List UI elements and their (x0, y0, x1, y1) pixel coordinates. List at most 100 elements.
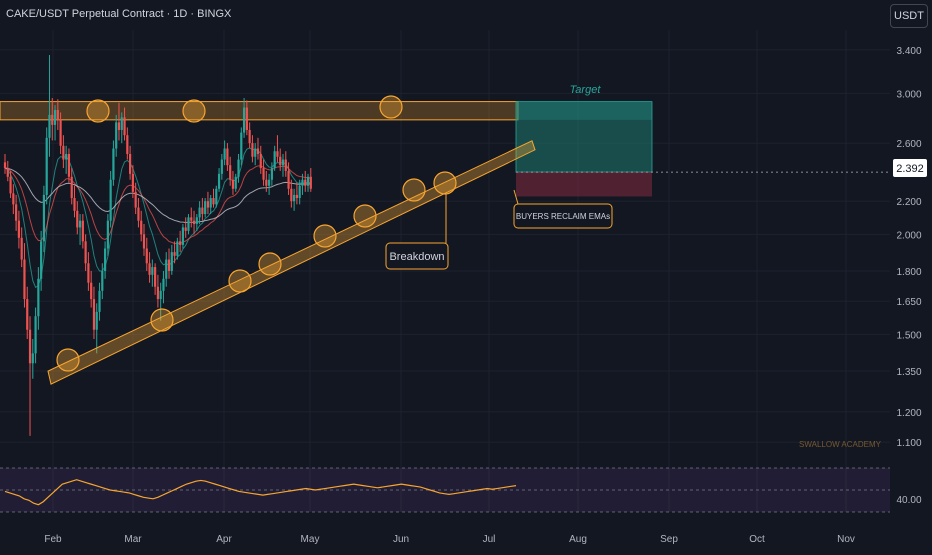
candle-body (56, 109, 59, 120)
touch-marker (433, 171, 457, 195)
time-tick-label: Mar (124, 534, 142, 545)
price-tick-label: 3.400 (896, 46, 921, 57)
candle-body (137, 207, 140, 221)
candle-body (98, 290, 101, 312)
candle-body (298, 185, 301, 199)
touch-marker (353, 204, 377, 228)
candle-body (59, 119, 62, 146)
candle-body (103, 248, 107, 271)
candle-body (229, 165, 232, 180)
price-tick-label: 1.100 (896, 438, 921, 449)
candle-body (123, 117, 126, 136)
candle-body (84, 241, 87, 264)
candle-body (212, 198, 215, 205)
candle-body (37, 278, 40, 317)
candle-body (131, 173, 134, 192)
candle-body (306, 176, 310, 186)
annotations: Target Breakdown BUYERS RECLAIM EMAs SWA… (385, 84, 882, 449)
candle-body (167, 259, 171, 271)
candle-body (215, 188, 218, 205)
candle-body (226, 148, 229, 166)
candle-body (70, 176, 73, 199)
candle-body (73, 198, 76, 211)
candle-body (28, 329, 32, 364)
touch-marker (150, 308, 174, 332)
candle-body (223, 148, 226, 160)
candle-body (51, 114, 54, 125)
candle-body (112, 148, 115, 180)
touch-marker (86, 99, 110, 123)
candle-body (115, 122, 118, 149)
candle-body (184, 227, 187, 231)
candle-body (234, 176, 237, 189)
candle-body (284, 159, 287, 171)
candle-body (126, 135, 129, 154)
candle-body (17, 220, 20, 238)
candle-body (204, 201, 207, 215)
time-tick-label: Feb (44, 534, 62, 545)
candle-body (290, 188, 293, 202)
last-price-box (893, 159, 927, 177)
candle-body (270, 168, 273, 180)
candle-body (145, 248, 148, 264)
candle-body (140, 220, 143, 235)
time-tick-label: Sep (660, 534, 678, 545)
time-tick-label: Aug (569, 534, 587, 545)
candle-body (20, 237, 23, 260)
price-axis[interactable]: 3.400 3.000 2.600 2.200 2.000 1.800 1.650 1.500… (896, 46, 921, 449)
resistance-zone (0, 101, 519, 121)
candle-body (251, 143, 254, 157)
candle-body (159, 290, 162, 300)
price-tick-label: 3.000 (896, 89, 921, 100)
candle-body (287, 170, 290, 189)
candle-body (173, 252, 176, 256)
candle-body (295, 194, 298, 199)
touch-marker (228, 269, 252, 293)
time-tick-label: Jul (483, 534, 496, 545)
ema-line (4, 147, 312, 289)
candle-body (95, 311, 98, 330)
candle-body (276, 151, 279, 157)
ema-line (4, 165, 311, 245)
last-price-tag: 2.392 (893, 159, 927, 177)
time-tick-label: Nov (837, 534, 855, 545)
touch-marker (258, 252, 282, 276)
candle-body (6, 168, 9, 177)
candle-body (120, 117, 123, 130)
candle-body (34, 316, 37, 354)
oscillator-tick-label: 40.00 (896, 495, 921, 506)
candle-body (65, 153, 68, 160)
candle-body (262, 168, 265, 180)
price-tick-label: 2.000 (896, 230, 921, 241)
candle-body (15, 204, 18, 221)
candle-body (240, 132, 243, 160)
currency-button[interactable]: USDT (890, 4, 928, 28)
time-axis[interactable]: Feb Mar Apr May Jun Jul Aug Sep Oct Nov (44, 534, 855, 545)
candle-body (148, 263, 151, 275)
candle-body (23, 259, 26, 300)
candle-body (195, 217, 198, 225)
candle-body (117, 122, 121, 130)
candle-body (273, 151, 276, 169)
candle-body (3, 162, 7, 169)
candle-body (76, 210, 79, 228)
candle-body (242, 107, 246, 133)
candle-body (245, 107, 248, 130)
candle-body (179, 241, 182, 245)
stop-zone (516, 172, 652, 197)
candle-body (254, 148, 257, 157)
candle-body (90, 282, 93, 300)
candle-body (181, 227, 185, 245)
candle-body (142, 234, 146, 249)
price-tick-label: 1.800 (896, 267, 921, 278)
candles (3, 55, 312, 436)
candle-body (190, 217, 193, 221)
candle-body (31, 353, 34, 364)
watermark: SWALLOW ACADEMY (799, 440, 882, 449)
buyers-reclaim-label: BUYERS RECLAIM EMAs (516, 212, 610, 221)
price-tick-label: 1.650 (896, 297, 921, 308)
candle-body (176, 241, 179, 256)
candle-body (304, 179, 307, 186)
